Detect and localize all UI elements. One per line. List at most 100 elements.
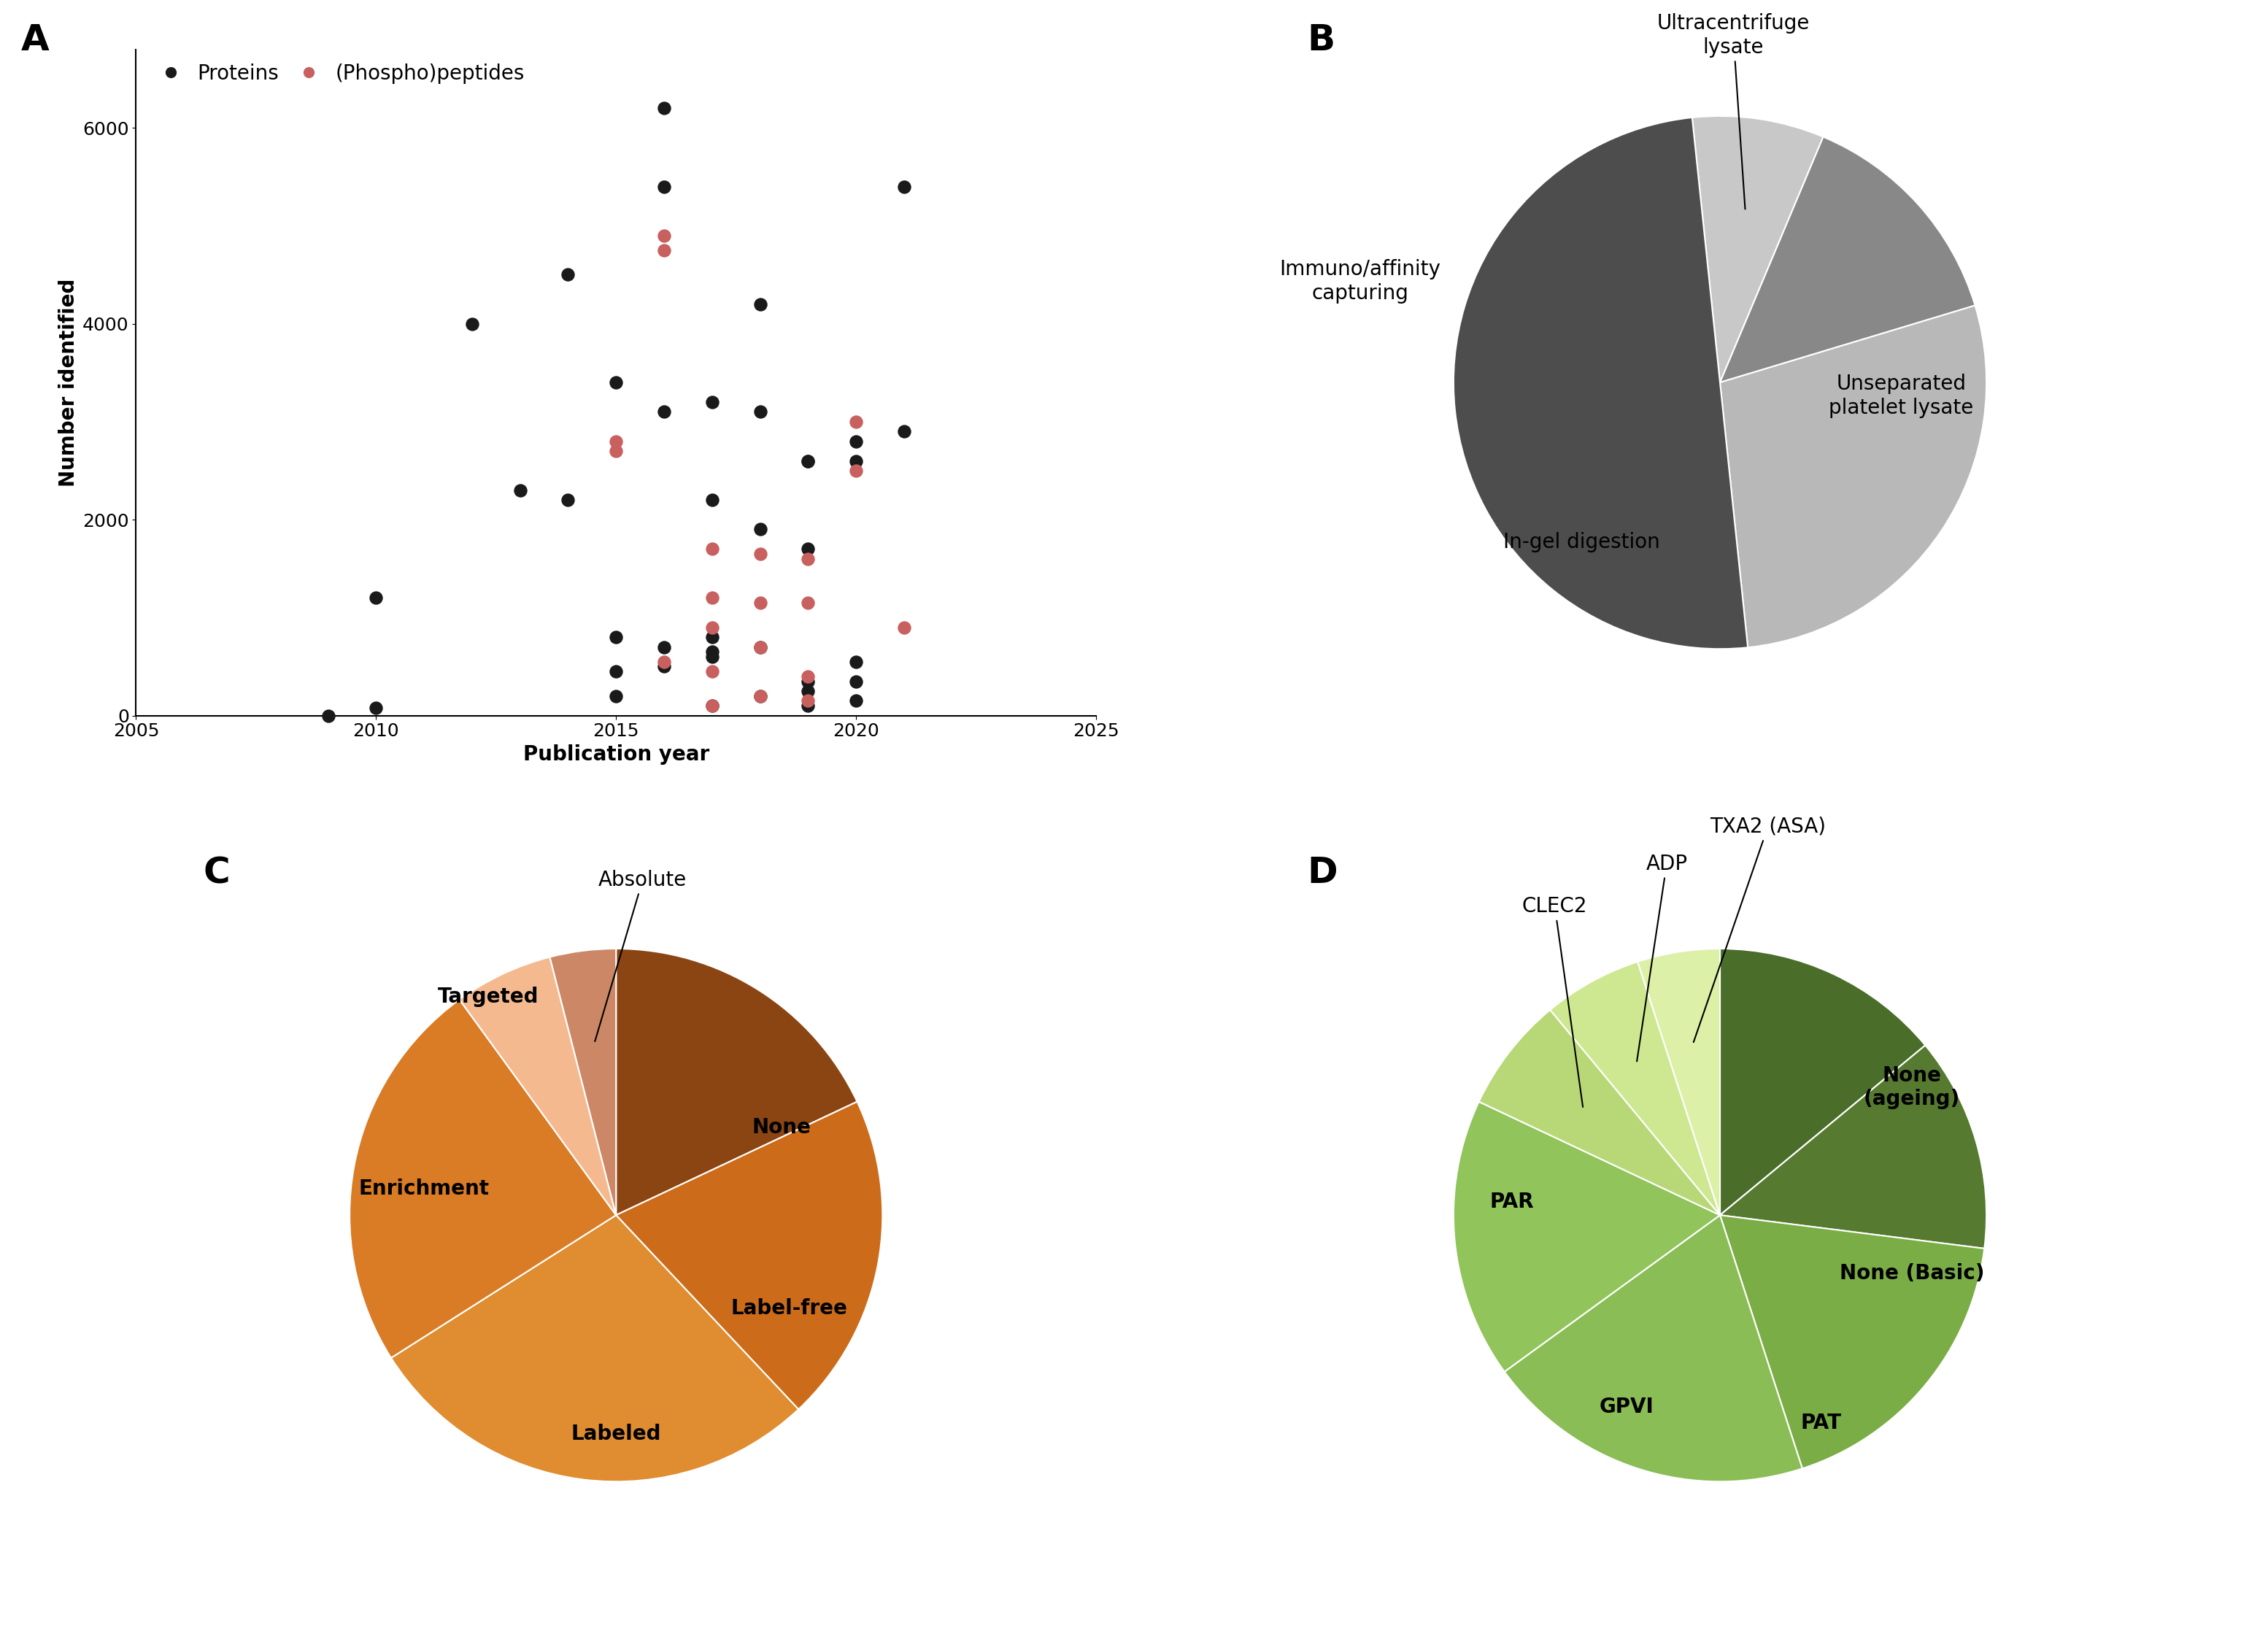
Point [789,664,826,690]
Point [837,428,873,455]
Text: Label-free: Label-free [730,1298,848,1319]
Wedge shape [460,957,617,1215]
Point [837,448,873,474]
Wedge shape [1719,305,1987,647]
Point [837,408,873,435]
Legend: Proteins, (Phospho)peptides: Proteins, (Phospho)peptides [145,59,528,87]
Text: Absolute: Absolute [594,870,687,1041]
Text: None
(ageing): None (ageing) [1864,1066,1960,1110]
Wedge shape [617,1102,882,1410]
Point [358,585,395,611]
Point [646,654,683,680]
Text: ADP: ADP [1637,853,1687,1061]
Point [789,545,826,572]
Point [789,669,826,695]
Text: GPVI: GPVI [1599,1397,1653,1416]
Text: PAT: PAT [1801,1413,1842,1433]
Point [501,478,538,504]
Wedge shape [349,1000,617,1357]
Point [789,448,826,474]
Text: CLEC2: CLEC2 [1522,896,1588,1107]
Text: PAR: PAR [1490,1191,1533,1212]
Point [694,389,730,415]
Point [599,684,635,710]
Wedge shape [390,1215,798,1482]
Point [887,614,923,641]
Point [742,634,778,660]
Point [887,418,923,445]
Point [599,369,635,395]
Text: C: C [204,855,229,891]
Point [549,488,585,514]
Point [311,702,347,728]
Text: Enrichment: Enrichment [358,1178,490,1199]
Wedge shape [1719,1215,1984,1469]
Text: Ultracentrifuge
lysate: Ultracentrifuge lysate [1658,13,1810,209]
Text: A: A [20,23,50,58]
Text: Unseparated
platelet lysate: Unseparated platelet lysate [1828,374,1973,418]
Point [742,684,778,710]
Point [694,624,730,651]
Wedge shape [617,949,857,1215]
Text: None: None [751,1117,810,1138]
Wedge shape [1454,1102,1719,1372]
Point [742,516,778,542]
Point [646,173,683,199]
Text: D: D [1306,855,1338,891]
Point [789,590,826,616]
Point [742,540,778,567]
Point [694,535,730,562]
Wedge shape [1692,115,1823,382]
Point [646,399,683,425]
Point [694,692,730,718]
Point [742,590,778,616]
Text: In-gel digestion: In-gel digestion [1504,532,1660,552]
Point [599,438,635,464]
Y-axis label: Number identified: Number identified [59,278,79,486]
Point [599,624,635,651]
Point [789,679,826,705]
Point [887,173,923,199]
Point [646,649,683,675]
Point [789,535,826,562]
Point [789,688,826,715]
Point [454,311,490,338]
Point [742,292,778,318]
Point [646,96,683,122]
Point [694,488,730,514]
Point [599,428,635,455]
Text: B: B [1306,23,1336,58]
Point [837,669,873,695]
Point [646,634,683,660]
Wedge shape [549,949,617,1215]
Wedge shape [1719,949,1926,1215]
Point [694,692,730,718]
Point [358,695,395,721]
Point [549,262,585,288]
Point [694,614,730,641]
Point [837,688,873,715]
Point [646,237,683,264]
Point [789,448,826,474]
Text: Labeled: Labeled [572,1423,660,1444]
Wedge shape [1479,1010,1719,1215]
Wedge shape [1719,137,1975,382]
Point [694,585,730,611]
X-axis label: Publication year: Publication year [524,744,710,764]
Point [742,684,778,710]
Point [694,639,730,665]
Point [742,634,778,660]
Point [694,659,730,685]
Point [742,399,778,425]
Point [837,649,873,675]
Text: Targeted: Targeted [438,987,540,1006]
Text: None (Basic): None (Basic) [1839,1263,1984,1285]
Text: TXA2 (ASA): TXA2 (ASA) [1694,817,1826,1043]
Point [599,659,635,685]
Wedge shape [1549,962,1719,1215]
Point [789,692,826,718]
Wedge shape [1637,949,1719,1215]
Point [837,458,873,484]
Wedge shape [1504,1215,1803,1482]
Text: Immuno/affinity
capturing: Immuno/affinity capturing [1279,259,1440,303]
